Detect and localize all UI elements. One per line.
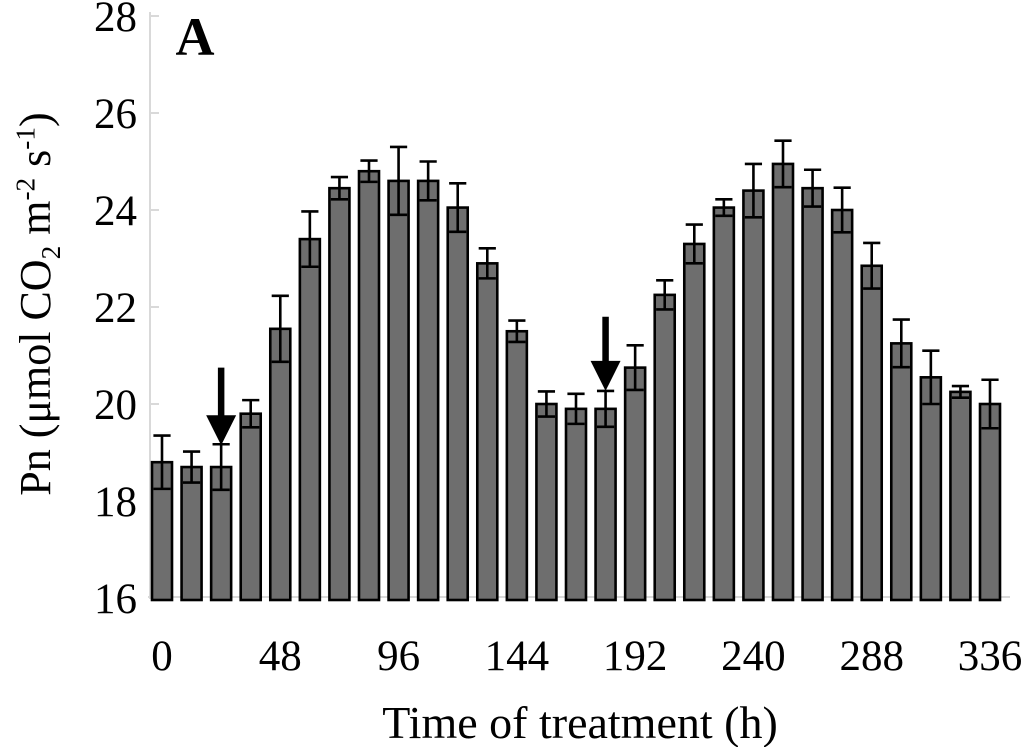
y-tick-label: 18 [94,479,137,526]
y-axis-title-segment: ) [11,112,60,127]
bar [357,169,381,602]
x-tick-label: 96 [377,633,420,680]
y-tick-label: 24 [94,188,137,235]
x-tick-label: 288 [839,633,904,680]
x-tick-label: 144 [485,633,550,680]
bar [298,237,322,602]
bar [446,206,470,602]
x-tick-label: 336 [958,633,1023,680]
bar [564,407,588,602]
y-axis-title-segment: Pn (μmol CO [11,259,60,496]
y-tick-label: 20 [94,382,137,429]
bar [978,402,1002,602]
bar [623,366,647,602]
y-axis-title-segment: m [11,200,60,246]
bar [889,342,913,602]
bar [712,206,736,602]
arrow-head [590,360,621,391]
x-tick-label: 0 [151,633,173,680]
bar [860,264,884,602]
y-axis-title-segment: s [11,149,60,178]
error-bars [153,139,999,492]
bar [771,162,795,602]
y-tick-label: 28 [94,0,137,41]
y-axis-title-segment: 2 [35,245,66,260]
bar [535,402,558,602]
axes: 16 18 20 22 24 26 28 0 48 96 144 192 240 288 336 [94,0,1022,680]
bar [505,329,529,602]
x-tick-label: 240 [721,633,786,680]
x-tick-label: 192 [603,633,668,680]
bar [801,186,824,602]
bar [387,179,410,602]
y-axis-title-segment: -2 [10,177,41,201]
x-axis-title: Time of treatment (h) [382,697,778,747]
bar [919,376,943,602]
bar [268,327,292,602]
arrow-head [206,415,237,446]
bar [653,293,677,602]
x-tick-label: 48 [259,633,302,680]
bar [830,208,854,602]
panel-label: A [175,7,215,67]
bar [180,465,203,602]
bar [682,242,706,602]
bars [150,162,1002,602]
bar [742,189,765,602]
bar [594,407,617,602]
annotations [206,316,621,446]
bar [475,262,499,602]
y-tick-label: 26 [94,91,137,138]
bar [328,186,351,602]
bar [416,179,440,602]
y-axis-title: Pn (μmol CO2 m-2 s-1) [10,14,74,594]
y-axis-title-segment: -1 [10,126,41,150]
bar [949,390,972,602]
bar [239,412,263,602]
y-tick-label: 22 [94,285,137,332]
y-tick-label: 16 [94,576,137,623]
